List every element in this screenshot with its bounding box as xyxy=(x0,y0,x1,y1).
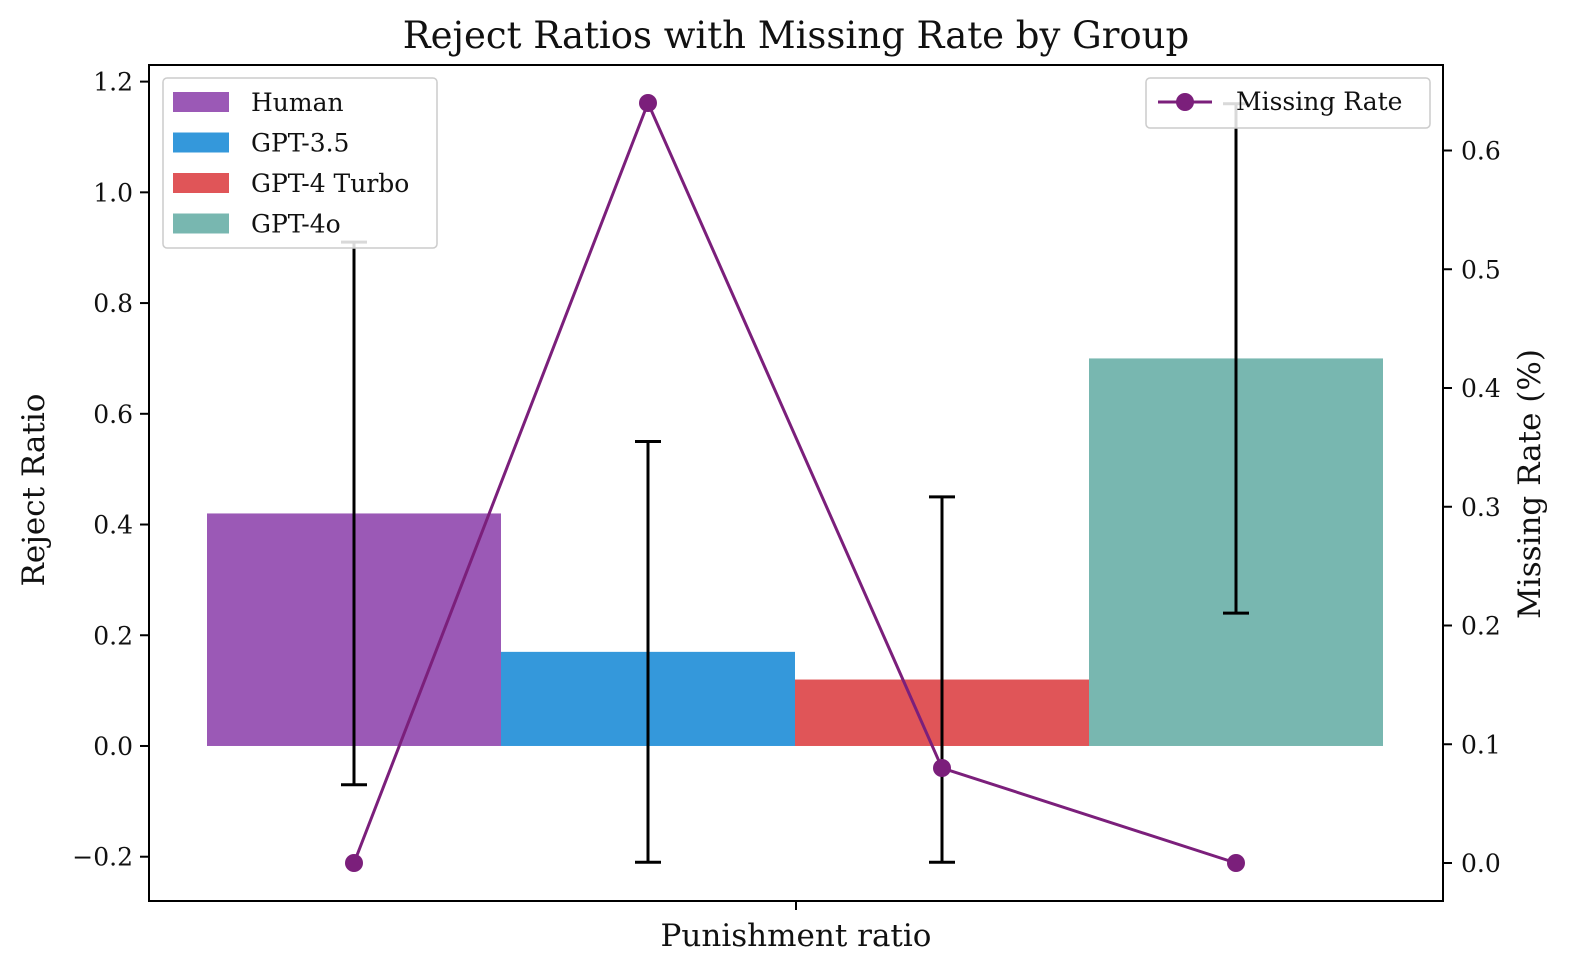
y2-axis-label: Missing Rate (%) xyxy=(1512,349,1548,619)
legend-swatch-3 xyxy=(173,213,229,234)
y2-axis-ticks: 0.0 0.1 0.2 0.3 0.4 0.5 0.6 xyxy=(1443,137,1501,878)
y-tick-label-0: −0.2 xyxy=(72,843,133,872)
y-tick-label-7: 1.2 xyxy=(93,68,133,97)
missing-rate-point-0 xyxy=(345,854,363,872)
chart-title: Reject Ratios with Missing Rate by Group xyxy=(403,14,1189,57)
legend-bars: Human GPT-3.5 GPT-4 Turbo GPT-4o xyxy=(162,77,438,249)
y-axis-ticks: −0.2 0.0 0.2 0.4 0.6 0.8 1.0 1.2 xyxy=(72,68,149,872)
legend-line-frame xyxy=(1145,77,1431,129)
y2-tick-label-4: 0.4 xyxy=(1461,374,1501,403)
legend-swatch-2 xyxy=(173,173,229,193)
legend-swatch-1 xyxy=(173,132,229,153)
legend-line-marker xyxy=(1176,93,1194,111)
y2-tick-label-2: 0.2 xyxy=(1461,612,1501,641)
legend-label-0: Human xyxy=(251,88,344,117)
bars-layer xyxy=(207,358,1383,746)
y-axis-label: Reject Ratio xyxy=(16,394,52,587)
legend-label-3: GPT-4o xyxy=(251,210,341,239)
missing-rate-line-layer xyxy=(345,94,1245,872)
legend-swatch-0 xyxy=(173,92,229,112)
missing-rate-line xyxy=(352,99,1237,865)
y2-tick-label-6: 0.6 xyxy=(1461,137,1501,166)
legend-label-1: GPT-3.5 xyxy=(251,129,349,158)
y2-tick-label-0: 0.0 xyxy=(1461,849,1501,878)
y-tick-label-1: 0.0 xyxy=(93,732,133,761)
y2-tick-label-3: 0.3 xyxy=(1461,493,1501,522)
missing-rate-point-2 xyxy=(933,759,951,777)
y-tick-label-6: 1.0 xyxy=(93,178,133,207)
legend-line: Missing Rate xyxy=(1145,77,1431,129)
y2-tick-label-5: 0.5 xyxy=(1461,255,1501,284)
missing-rate-point-3 xyxy=(1227,854,1245,872)
legend-line-label: Missing Rate xyxy=(1236,87,1402,116)
y-tick-label-2: 0.2 xyxy=(93,621,133,650)
y-tick-label-3: 0.4 xyxy=(93,511,133,540)
y2-tick-label-1: 0.1 xyxy=(1461,730,1501,759)
missing-rate-point-1 xyxy=(639,94,657,112)
legend-label-2: GPT-4 Turbo xyxy=(251,169,409,198)
y-tick-label-5: 0.8 xyxy=(93,289,133,318)
y-tick-label-4: 0.6 xyxy=(93,400,133,429)
x-axis-label: Punishment ratio xyxy=(661,918,932,954)
legend-bars-frame xyxy=(162,77,438,249)
